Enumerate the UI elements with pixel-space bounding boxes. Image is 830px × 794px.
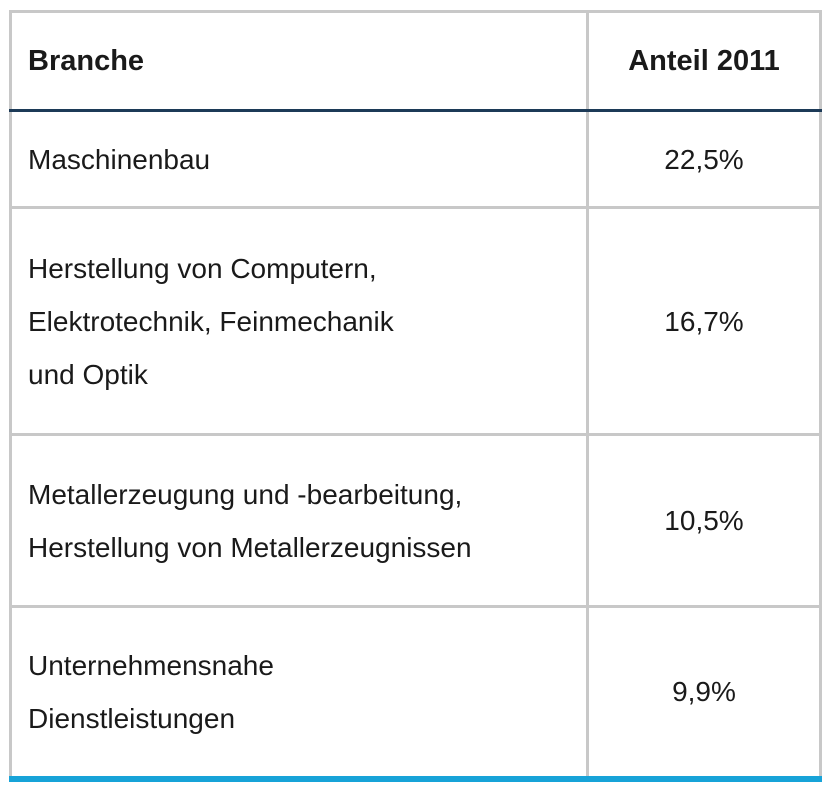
- industry-share-table: Branche Anteil 2011 Maschinenbau 22,5% H…: [9, 10, 822, 782]
- header-branche: Branche: [9, 10, 589, 112]
- branche-cell: Maschinenbau: [9, 110, 589, 209]
- branche-text: Elektrotechnik, Feinmechanik: [28, 305, 394, 337]
- table-row: Herstellung von Computern, Elektrotechni…: [9, 207, 822, 436]
- header-anteil-2011: Anteil 2011: [586, 10, 822, 112]
- branche-text: Herstellung von Metallerzeugnissen: [28, 531, 472, 563]
- table-header: Branche Anteil 2011: [9, 10, 822, 112]
- branche-text: Metallerzeugung und -bearbeitung,: [28, 478, 463, 510]
- header-row: Branche Anteil 2011: [9, 10, 822, 112]
- industry-share-table-container: Branche Anteil 2011 Maschinenbau 22,5% H…: [9, 10, 822, 782]
- branche-text: Dienstleistungen: [28, 702, 236, 734]
- branche-text: Maschinenbau: [28, 143, 211, 175]
- table-body: Maschinenbau 22,5% Herstellung von Compu…: [9, 110, 822, 782]
- anteil-cell: 16,7%: [586, 207, 822, 436]
- branche-text: und Optik: [28, 358, 148, 390]
- table-row: Unternehmensnahe Dienstleistungen 9,9%: [9, 606, 822, 782]
- branche-text: Unternehmensnahe: [28, 649, 274, 681]
- anteil-cell: 22,5%: [586, 110, 822, 209]
- branche-text: Herstellung von Computern,: [28, 252, 377, 284]
- branche-cell: Metallerzeugung und -bearbeitung, Herste…: [9, 434, 589, 608]
- anteil-cell: 9,9%: [586, 606, 822, 782]
- table-row: Metallerzeugung und -bearbeitung, Herste…: [9, 434, 822, 608]
- table-row: Maschinenbau 22,5%: [9, 110, 822, 209]
- branche-cell: Herstellung von Computern, Elektrotechni…: [9, 207, 589, 436]
- anteil-cell: 10,5%: [586, 434, 822, 608]
- branche-cell: Unternehmensnahe Dienstleistungen: [9, 606, 589, 782]
